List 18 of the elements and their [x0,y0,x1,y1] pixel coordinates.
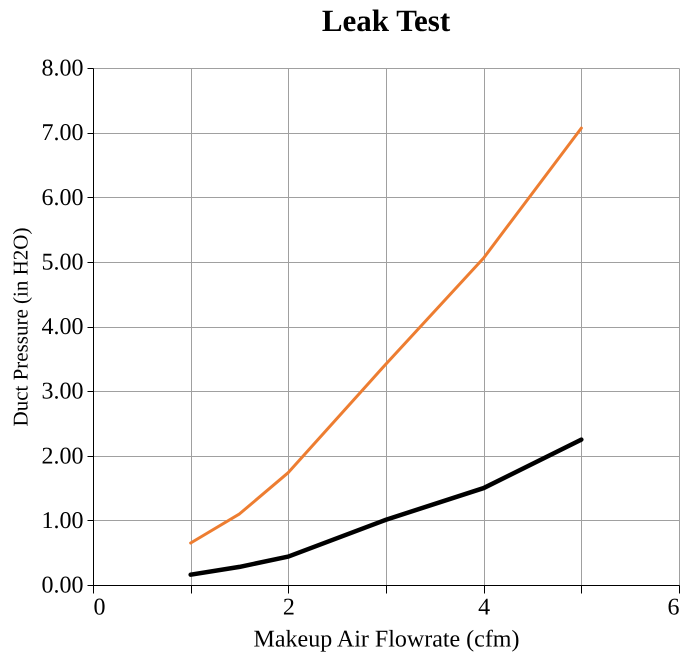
y-tick-label: 4.00 [42,314,84,340]
x-tick-label: 6 [668,594,680,620]
x-axis-title: Makeup Air Flowrate (cfm) [254,626,520,652]
y-tick-label: 0.00 [42,572,84,598]
line-series [188,437,584,577]
y-axis-title: Duct Pressure (in H2O) [8,228,32,426]
x-tick-label: 2 [282,594,295,620]
x-tick-label: 4 [478,594,490,620]
y-tick-label: 2.00 [42,443,84,470]
y-tick-label: 6.00 [42,184,84,211]
y-tick-label: 7.00 [42,120,84,146]
chart-title: Leak Test [322,3,451,38]
line-series [189,126,583,544]
y-tick-label: 8.00 [42,56,84,82]
y-tick-label: 1.00 [42,508,84,534]
x-tick-label: 0 [94,594,106,620]
y-tick-label: 3.00 [42,378,84,405]
y-tick-label: 5.00 [42,249,84,276]
